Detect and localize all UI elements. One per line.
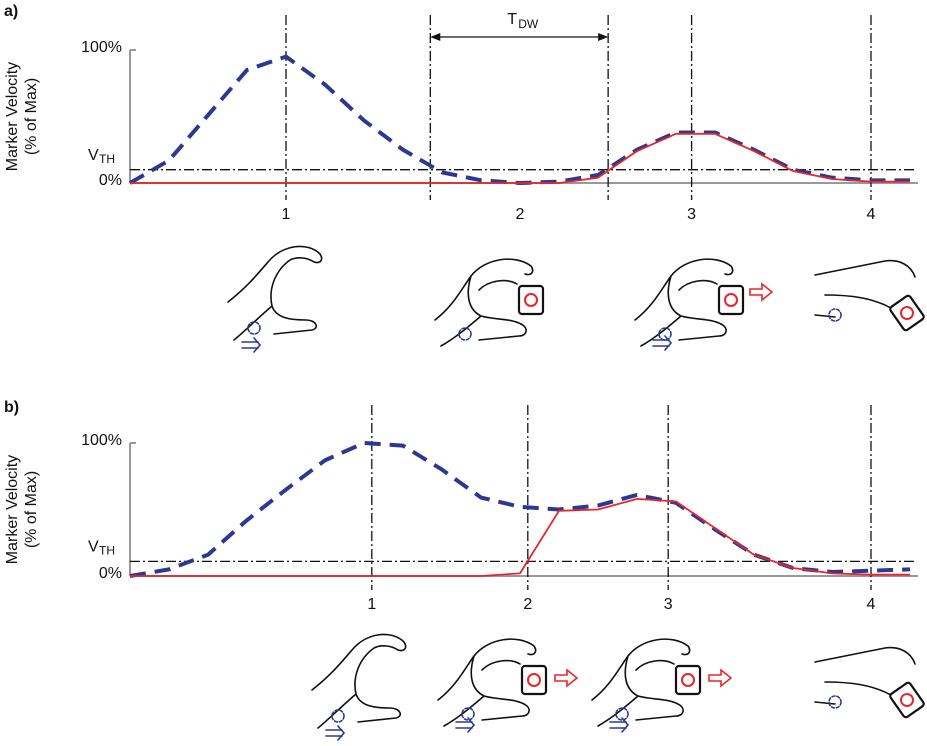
figure: a)Marker Velocity(% of Max)0%100%1234VTH… xyxy=(0,0,927,741)
interval-label-sub: DW xyxy=(518,17,539,31)
y-tick-label: 0% xyxy=(99,565,122,582)
x-tick-label: 4 xyxy=(867,206,876,223)
y-axis-title-line: Marker Velocity xyxy=(4,455,21,564)
panel-label: b) xyxy=(4,399,19,416)
y-axis-title: Marker Velocity(% of Max) xyxy=(4,455,40,564)
x-tick-label: 1 xyxy=(282,206,291,223)
series-line xyxy=(130,443,910,576)
y-axis-title-line: Marker Velocity xyxy=(4,62,21,171)
x-tick-label: 1 xyxy=(367,596,376,613)
series-line xyxy=(130,499,910,576)
panel-label: a) xyxy=(4,3,18,20)
y-tick-label: 100% xyxy=(81,39,122,56)
x-tick-label: 4 xyxy=(867,596,876,613)
threshold-label: V xyxy=(88,147,99,164)
y-axis-title: Marker Velocity(% of Max) xyxy=(4,62,40,171)
threshold-label-sub: TH xyxy=(99,544,115,558)
x-tick-label: 3 xyxy=(664,596,673,613)
illustrations-b xyxy=(312,634,925,740)
x-tick-label: 3 xyxy=(687,206,696,223)
x-tick-label: 2 xyxy=(516,206,525,223)
y-axis-title-line: (% of Max) xyxy=(23,471,40,548)
y-tick-label: 100% xyxy=(81,432,122,449)
threshold-label-sub: TH xyxy=(99,152,115,166)
interval-label: T xyxy=(507,11,517,28)
x-tick-label: 2 xyxy=(523,596,532,613)
illustrations-a xyxy=(228,246,925,352)
series-line xyxy=(130,57,910,183)
threshold-label: V xyxy=(88,539,99,556)
y-axis-title-line: (% of Max) xyxy=(23,78,40,155)
series-line xyxy=(130,134,910,183)
y-tick-label: 0% xyxy=(99,172,122,189)
